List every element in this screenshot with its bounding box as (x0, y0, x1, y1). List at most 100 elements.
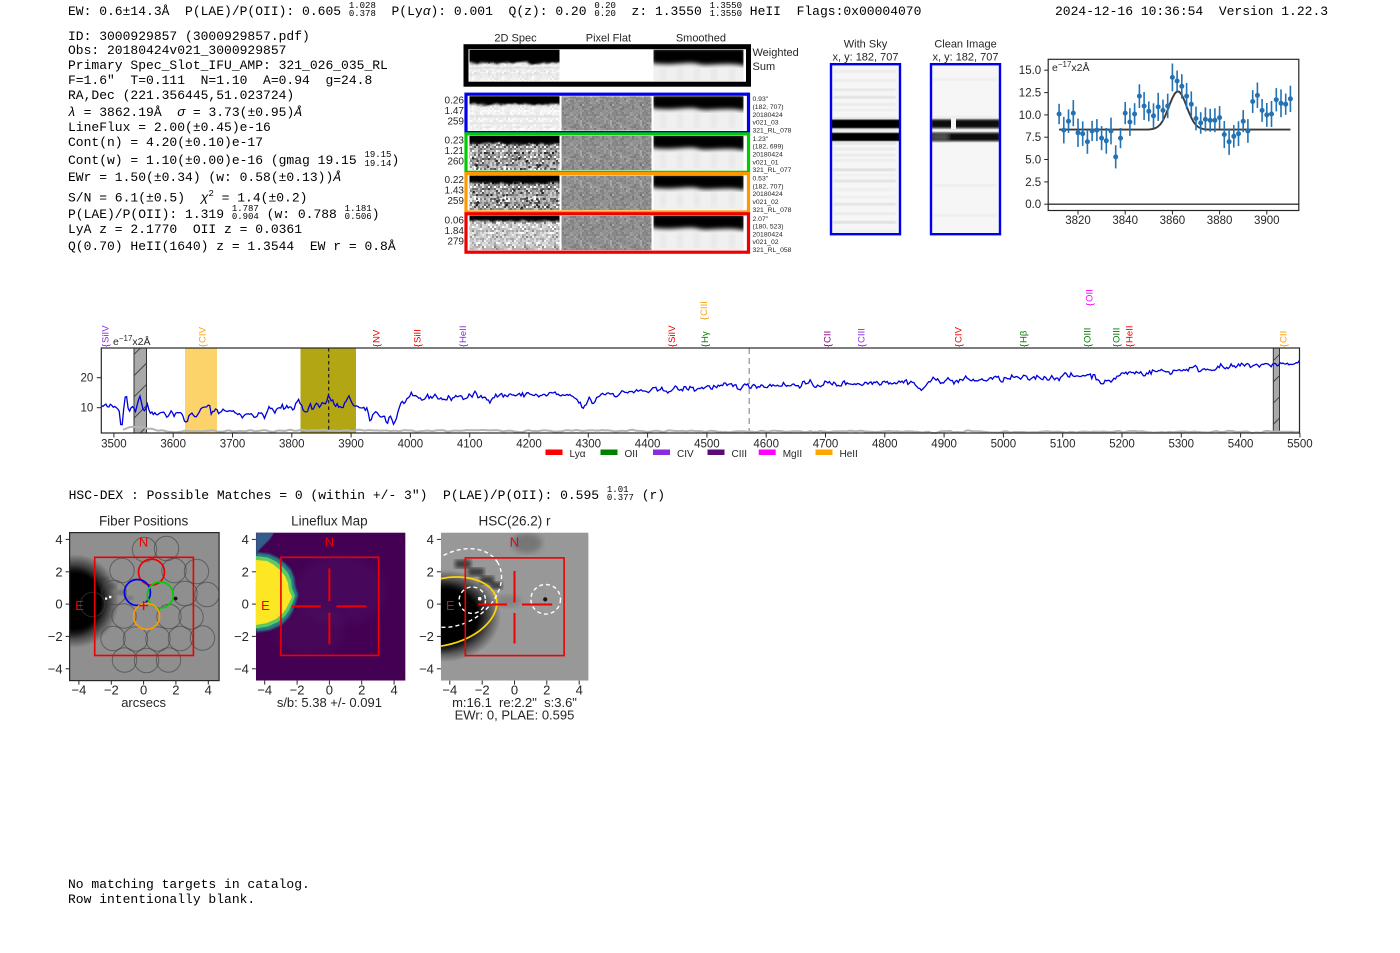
svg-text:20180424: 20180424 (753, 112, 783, 119)
svg-text:N: N (510, 535, 519, 550)
svg-text:3880: 3880 (1207, 215, 1233, 227)
svg-text:−4: −4 (48, 661, 63, 676)
svg-text:4100: 4100 (457, 439, 483, 451)
svg-text:2: 2 (427, 564, 434, 579)
svg-text:20180424: 20180424 (753, 191, 783, 198)
svg-text:3860: 3860 (1160, 215, 1186, 227)
svg-text:arcsecs: arcsecs (121, 695, 166, 710)
svg-text:321_RL_078: 321_RL_078 (753, 127, 792, 134)
svg-text:{ NV: { NV (371, 329, 382, 347)
svg-text:v021_03: v021_03 (753, 120, 779, 127)
svg-text:(182, 707): (182, 707) (753, 183, 784, 190)
svg-text:5500: 5500 (1287, 439, 1313, 451)
svg-text:321_RL_077: 321_RL_077 (753, 167, 792, 174)
svg-text:4: 4 (390, 683, 397, 698)
svg-text:(180, 523): (180, 523) (753, 224, 784, 231)
svg-text:Smoothed: Smoothed (676, 33, 726, 45)
svg-text:{ HeII: { HeII (458, 325, 469, 347)
svg-text:x, y: 182, 707: x, y: 182, 707 (932, 52, 998, 64)
svg-text:1.23": 1.23" (753, 136, 769, 143)
svg-text:4400: 4400 (635, 439, 661, 451)
svg-text:Lyα: Lyα (570, 449, 586, 460)
svg-text:{ OII: { OII (1085, 289, 1096, 306)
svg-text:2: 2 (242, 564, 249, 579)
svg-text:2: 2 (172, 683, 179, 698)
svg-text:3800: 3800 (279, 439, 305, 451)
svg-text:HSC(26.2) r: HSC(26.2) r (478, 514, 551, 529)
svg-text:4700: 4700 (813, 439, 839, 451)
svg-text:5100: 5100 (1050, 439, 1076, 451)
svg-text:−4: −4 (234, 661, 249, 676)
svg-text:4800: 4800 (872, 439, 898, 451)
svg-text:3600: 3600 (160, 439, 186, 451)
svg-text:0.23: 0.23 (445, 135, 465, 146)
svg-text:E: E (446, 598, 455, 613)
svg-text:0.53": 0.53" (753, 176, 769, 183)
svg-text:HeII: HeII (840, 449, 858, 460)
svg-text:−2: −2 (290, 683, 305, 698)
svg-text:0.26: 0.26 (445, 96, 465, 107)
svg-text:260: 260 (447, 156, 464, 167)
svg-text:{ CII: { CII (823, 331, 834, 347)
svg-text:0: 0 (140, 683, 147, 698)
svg-text:OII: OII (625, 449, 638, 460)
svg-text:Fiber Positions: Fiber Positions (99, 514, 189, 529)
svg-text:3900: 3900 (1254, 215, 1280, 227)
svg-text:E: E (75, 598, 84, 613)
svg-text:{ OIII: { OIII (1112, 328, 1123, 347)
svg-text:0.93": 0.93" (753, 96, 769, 103)
svg-text:m:16.1 re:2.2" s:3.6": m:16.1 re:2.2" s:3.6" (452, 695, 577, 710)
svg-text:{ CIV: { CIV (197, 326, 208, 347)
svg-text:{ CII: { CII (1279, 331, 1290, 347)
svg-text:Sum: Sum (753, 61, 776, 73)
svg-text:321_RL_078: 321_RL_078 (753, 207, 792, 214)
svg-text:With Sky: With Sky (844, 39, 888, 51)
svg-text:4: 4 (205, 683, 212, 698)
svg-text:7.5: 7.5 (1025, 132, 1041, 144)
svg-text:s/b: 5.38 +/- 0.091: s/b: 5.38 +/- 0.091 (277, 695, 382, 710)
svg-text:{ CIV: { CIV (954, 326, 965, 347)
svg-text:1.21: 1.21 (445, 146, 465, 157)
svg-text:−2: −2 (48, 629, 63, 644)
svg-text:MgII: MgII (783, 449, 802, 460)
svg-text:−2: −2 (104, 683, 119, 698)
svg-text:3900: 3900 (338, 439, 364, 451)
svg-text:{ CIII: { CIII (699, 301, 710, 320)
svg-text:4000: 4000 (398, 439, 424, 451)
svg-text:e−17x2Å: e−17x2Å (1052, 60, 1090, 75)
svg-text:4200: 4200 (516, 439, 542, 451)
svg-text:CIV: CIV (677, 449, 694, 460)
svg-text:4600: 4600 (753, 439, 779, 451)
svg-text:3500: 3500 (101, 439, 127, 451)
svg-text:4300: 4300 (576, 439, 602, 451)
svg-text:EWr: 0, PLAE: 0.595: EWr: 0, PLAE: 0.595 (455, 708, 575, 723)
svg-text:20180424: 20180424 (753, 231, 783, 238)
svg-text:x, y: 182, 707: x, y: 182, 707 (832, 52, 898, 64)
svg-text:−4: −4 (71, 683, 86, 698)
svg-text:−4: −4 (419, 661, 434, 676)
svg-text:{ Hγ: { Hγ (700, 331, 711, 347)
svg-text:−2: −2 (475, 683, 490, 698)
svg-text:3700: 3700 (220, 439, 246, 451)
svg-text:0.06: 0.06 (445, 215, 465, 226)
svg-text:2D Spec: 2D Spec (494, 33, 537, 45)
svg-text:Clean Image: Clean Image (934, 39, 996, 51)
svg-text:Lineflux Map: Lineflux Map (291, 514, 368, 529)
svg-text:5200: 5200 (1109, 439, 1135, 451)
svg-text:{ OIII: { OIII (1083, 328, 1094, 347)
svg-text:10.0: 10.0 (1019, 110, 1041, 122)
svg-text:321_RL_058: 321_RL_058 (753, 247, 792, 254)
svg-text:5.0: 5.0 (1025, 155, 1041, 167)
svg-text:{ SiII: { SiII (412, 329, 423, 347)
svg-text:4: 4 (576, 683, 583, 698)
svg-text:2: 2 (358, 683, 365, 698)
svg-text:20: 20 (81, 373, 94, 385)
svg-text:1.84: 1.84 (445, 226, 465, 237)
svg-text:CIII: CIII (732, 449, 748, 460)
svg-text:E: E (261, 598, 270, 613)
svg-text:{ Hβ: { Hβ (1019, 330, 1030, 347)
svg-text:{ SiIV: { SiIV (667, 325, 678, 347)
svg-text:(182, 699): (182, 699) (753, 144, 784, 151)
svg-text:15.0: 15.0 (1019, 65, 1041, 77)
svg-text:4900: 4900 (931, 439, 957, 451)
